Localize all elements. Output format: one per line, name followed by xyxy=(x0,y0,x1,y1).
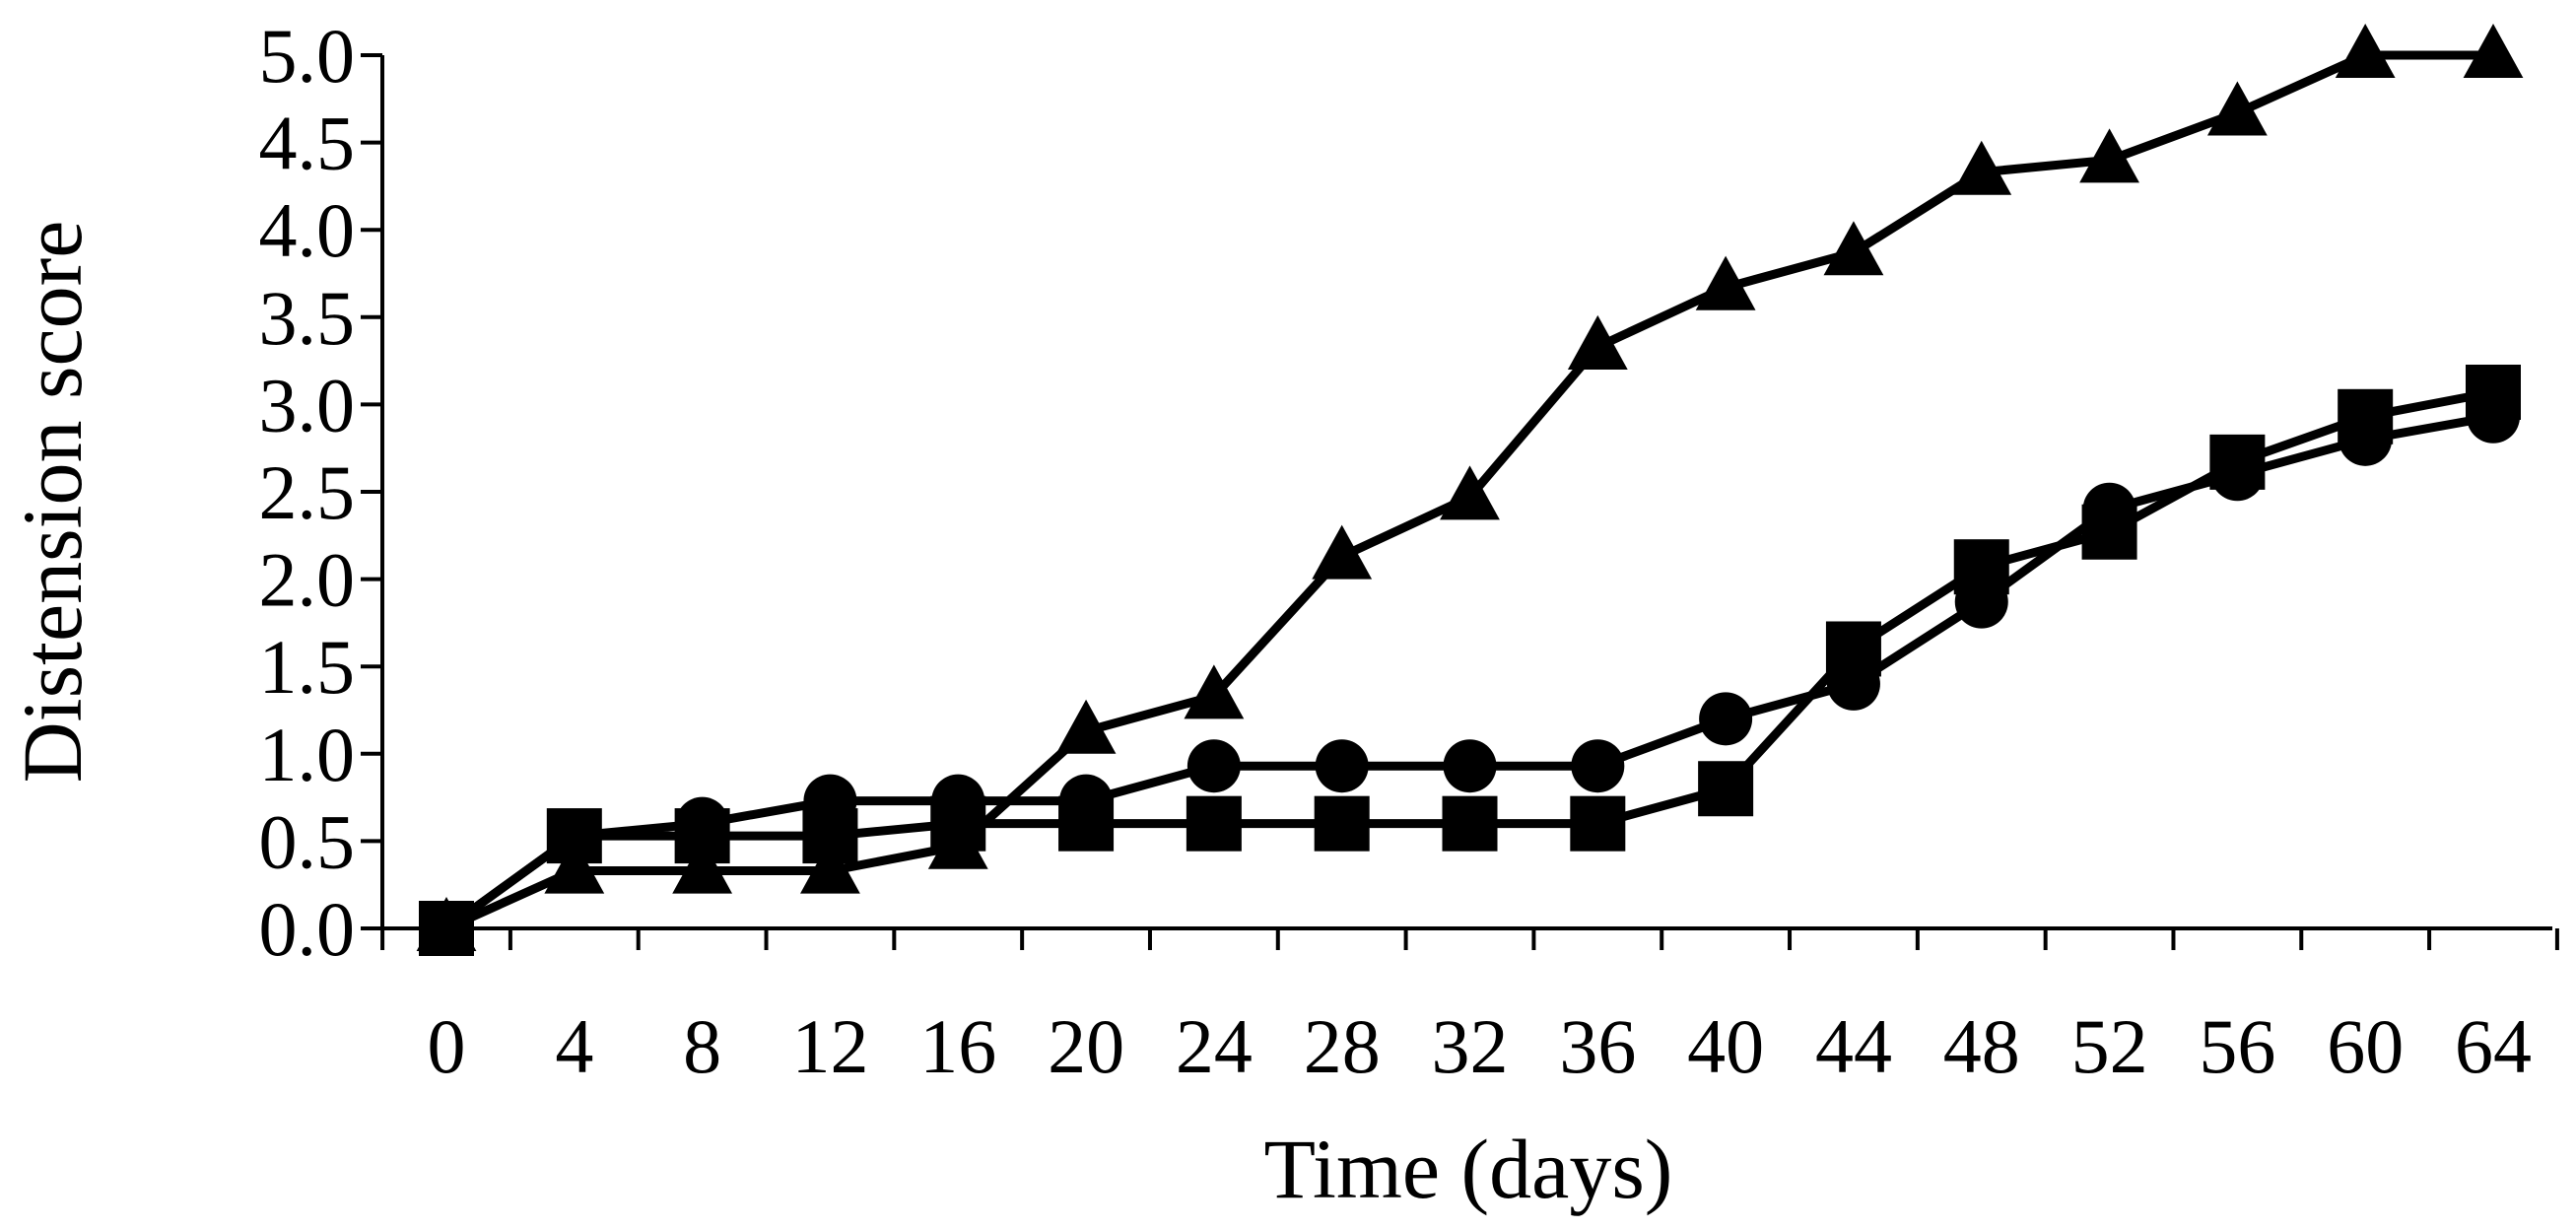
x-tick-label: 60 xyxy=(2327,1003,2404,1089)
data-point-triangle xyxy=(1695,255,1756,310)
data-point-triangle xyxy=(2206,81,2268,136)
data-point-triangle xyxy=(1823,221,1884,276)
data-point-square xyxy=(1953,539,2009,595)
data-point-triangle xyxy=(800,839,860,894)
data-point-square xyxy=(674,808,730,864)
y-tick-label: 0.5 xyxy=(259,798,356,884)
data-point-circle xyxy=(1571,739,1625,793)
y-tick-label: 2.0 xyxy=(259,537,356,623)
data-point-triangle xyxy=(2335,24,2396,79)
x-tick-label: 20 xyxy=(1048,1003,1124,1089)
series-square xyxy=(419,364,2521,956)
data-point-square xyxy=(1570,795,1626,852)
data-point-circle xyxy=(1443,739,1497,793)
data-point-triangle xyxy=(2079,128,2139,183)
data-point-square xyxy=(1442,795,1498,852)
y-tick-label: 4.0 xyxy=(259,187,356,273)
x-tick-label: 16 xyxy=(919,1003,996,1089)
series-layer xyxy=(416,24,2524,956)
y-tick-label: 5.0 xyxy=(259,13,356,99)
x-tick-label: 44 xyxy=(1815,1003,1892,1089)
data-point-square xyxy=(1058,795,1115,852)
data-point-square xyxy=(1186,795,1242,852)
x-tick-label: 4 xyxy=(555,1003,593,1089)
data-point-square xyxy=(2466,364,2521,420)
data-point-square xyxy=(2081,504,2137,560)
y-tick-label: 2.5 xyxy=(259,449,356,535)
y-axis-title: Distension score xyxy=(5,221,100,784)
x-tick-label: 28 xyxy=(1304,1003,1381,1089)
data-point-square xyxy=(802,808,858,864)
x-tick-label: 40 xyxy=(1687,1003,1764,1089)
data-point-square xyxy=(1825,621,1881,677)
data-point-triangle xyxy=(1440,465,1500,520)
data-point-triangle xyxy=(1312,524,1373,580)
data-point-triangle xyxy=(672,839,733,894)
x-tick-label: 32 xyxy=(1432,1003,1509,1089)
x-tick-label: 0 xyxy=(428,1003,466,1089)
y-tick-label: 3.0 xyxy=(259,362,356,447)
axes: 0.00.51.01.52.02.53.03.54.04.55.00 4 8 12 16… xyxy=(259,13,2559,1089)
y-tick-label: 3.5 xyxy=(259,275,356,361)
data-point-circle xyxy=(1186,739,1241,793)
data-point-square xyxy=(419,901,474,956)
data-point-circle xyxy=(1699,692,1753,746)
data-point-triangle xyxy=(1184,664,1245,719)
y-tick-label: 1.0 xyxy=(259,712,356,797)
x-tick-label: 52 xyxy=(2071,1003,2148,1089)
x-tick-label: 8 xyxy=(683,1003,721,1089)
data-point-triangle xyxy=(544,839,605,894)
x-tick-label: 48 xyxy=(1943,1003,2020,1089)
data-point-triangle xyxy=(1951,140,2012,195)
y-tick-label: 1.5 xyxy=(259,624,356,710)
x-tick-label: 36 xyxy=(1559,1003,1636,1089)
data-point-triangle xyxy=(1567,314,1628,370)
data-point-triangle xyxy=(2463,24,2524,79)
x-tick-label: 12 xyxy=(791,1003,868,1089)
data-point-square xyxy=(2209,434,2266,490)
data-point-square xyxy=(546,808,602,864)
data-point-square xyxy=(1314,795,1370,852)
data-point-square xyxy=(930,795,986,852)
data-point-circle xyxy=(1315,739,1369,793)
data-point-square xyxy=(2338,388,2394,444)
x-axis-title: Time (days) xyxy=(1264,1122,1673,1216)
data-point-triangle xyxy=(1055,699,1117,754)
x-tick-label: 56 xyxy=(2199,1003,2275,1089)
series-triangle xyxy=(416,24,2524,952)
y-tick-label: 0.0 xyxy=(259,886,356,972)
x-tick-label: 24 xyxy=(1176,1003,1253,1089)
data-point-square xyxy=(1698,761,1754,817)
y-tick-label: 4.5 xyxy=(259,101,356,186)
x-tick-label: 64 xyxy=(2455,1003,2532,1089)
